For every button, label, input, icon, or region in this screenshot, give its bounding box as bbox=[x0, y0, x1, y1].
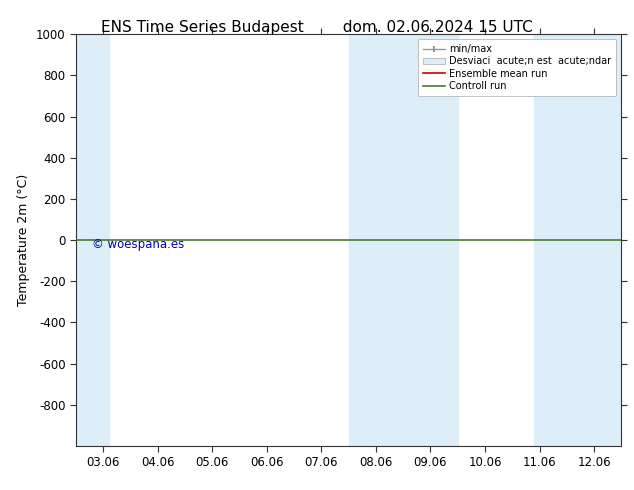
Bar bbox=[349, 34, 458, 446]
Text: © woespana.es: © woespana.es bbox=[93, 238, 184, 251]
Bar bbox=[76, 34, 109, 446]
Bar bbox=[534, 34, 621, 446]
Y-axis label: Temperature 2m (°C): Temperature 2m (°C) bbox=[18, 174, 30, 306]
Legend: min/max, Desviaci  acute;n est  acute;ndar, Ensemble mean run, Controll run: min/max, Desviaci acute;n est acute;ndar… bbox=[418, 39, 616, 96]
Text: ENS Time Series Budapest        dom. 02.06.2024 15 UTC: ENS Time Series Budapest dom. 02.06.2024… bbox=[101, 20, 533, 35]
